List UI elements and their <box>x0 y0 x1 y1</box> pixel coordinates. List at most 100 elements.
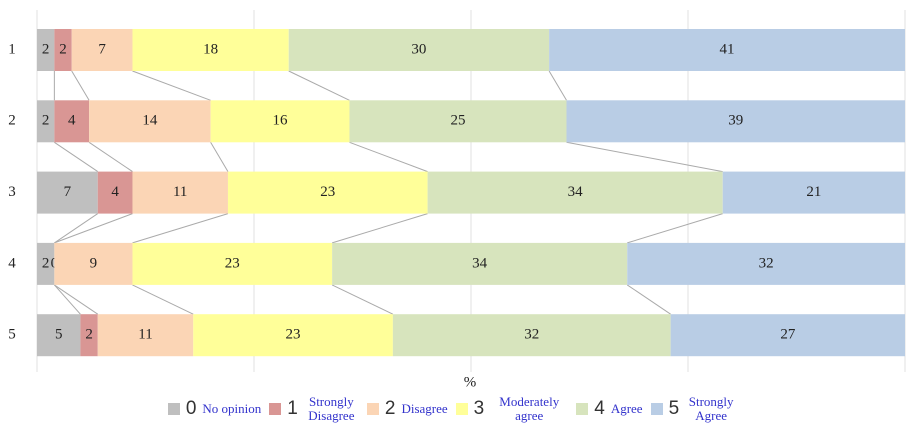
bar-segment <box>332 242 628 285</box>
bar-segment <box>37 100 55 143</box>
connector-line <box>54 141 99 173</box>
bar-segment <box>37 314 81 357</box>
data-label: 16 <box>273 113 289 129</box>
legend-swatch <box>167 402 180 415</box>
data-label: 14 <box>142 113 158 129</box>
bar-segment <box>71 29 133 71</box>
y-tick-label: 2 <box>8 113 16 129</box>
legend-swatch <box>455 402 468 415</box>
bar-segment <box>37 29 55 71</box>
legend-key: 4 <box>594 397 605 419</box>
data-label: 21 <box>806 184 821 200</box>
data-label: 7 <box>64 184 72 200</box>
data-label: 41 <box>720 41 735 57</box>
connector-line <box>54 213 99 244</box>
bar-segment <box>132 171 228 214</box>
bar-segment <box>37 242 55 285</box>
bar-segment <box>54 29 72 71</box>
bar-segment <box>37 171 98 214</box>
legend-key: 0 <box>185 397 197 419</box>
data-label: 11 <box>138 327 152 343</box>
connector-line <box>288 70 350 101</box>
legend-label: No opinion <box>202 400 262 416</box>
data-label: 2 <box>42 113 50 129</box>
connector-line <box>132 70 211 101</box>
bar-segment <box>349 100 567 143</box>
connector-line <box>548 70 567 101</box>
bar-segment <box>89 100 211 143</box>
legend-item: 4 Agree <box>576 397 643 420</box>
data-label: 32 <box>524 327 539 343</box>
data-label: 7 <box>98 41 106 57</box>
connector-line <box>349 141 428 173</box>
legend-key: 3 <box>473 397 485 419</box>
connector-line <box>132 213 229 244</box>
data-label: 23 <box>225 255 240 271</box>
legend-swatch <box>650 402 663 415</box>
data-label: 4 <box>68 113 76 129</box>
data-label: 2 <box>59 41 67 57</box>
connector-line <box>54 213 133 244</box>
y-tick-label: 5 <box>8 327 16 343</box>
bar-segment <box>427 171 723 214</box>
data-label: 25 <box>450 113 465 129</box>
bar-segment <box>97 171 133 214</box>
bar-segment <box>549 29 905 71</box>
connector-line <box>566 141 723 173</box>
legend-key: 2 <box>384 397 396 419</box>
data-label: 34 <box>568 184 584 200</box>
legend-swatch <box>576 402 589 415</box>
legend-label: Disagree <box>401 400 448 416</box>
legend-swatch <box>366 402 379 415</box>
data-label: 23 <box>286 327 301 343</box>
bar-segment <box>54 100 90 143</box>
connector-line <box>627 213 723 244</box>
bar-segment <box>627 242 905 285</box>
data-label: 34 <box>472 255 488 271</box>
bar-segment <box>288 29 550 71</box>
data-label: 4 <box>111 184 119 200</box>
legend-label: Strongly Disagree <box>308 393 355 423</box>
bar-segment <box>80 314 98 357</box>
legend-key: 5 <box>668 397 680 419</box>
legend-label: Strongly Agree <box>688 393 734 423</box>
data-label: 2 <box>85 327 93 343</box>
data-label: 30 <box>411 41 426 57</box>
data-label: 9 <box>90 255 98 271</box>
legend-label: Moderately agree <box>499 393 560 423</box>
y-tick-label: 3 <box>8 184 16 200</box>
bar-segment <box>210 100 350 143</box>
data-label: 32 <box>759 255 774 271</box>
data-label: 5 <box>55 327 63 343</box>
bar-segment <box>97 314 194 357</box>
connector-line <box>210 142 229 172</box>
connector-line <box>132 284 194 315</box>
legend-item: 5 Strongly Agree <box>650 393 738 423</box>
legend-label: Agree <box>610 400 643 416</box>
legend: 0 No opinion 1 Strongly Disagree 2 Disagree 3 M… <box>0 388 909 429</box>
chart: % 12271830412241416253937411233421420923… <box>8 10 906 388</box>
data-label: 2 <box>42 255 50 271</box>
connector-line <box>53 284 81 315</box>
bar-segment <box>132 242 333 285</box>
connector-line <box>626 284 671 315</box>
x-axis-label: % <box>464 374 477 388</box>
legend-item: 2 Disagree <box>366 397 448 420</box>
y-tick-label: 4 <box>8 255 16 271</box>
data-label: 39 <box>728 113 743 129</box>
data-label: 18 <box>203 41 218 57</box>
y-tick-label: 1 <box>8 41 16 57</box>
data-label: 11 <box>173 184 187 200</box>
data-label: 27 <box>780 327 796 343</box>
legend-key: 1 <box>287 397 298 419</box>
bar-segment <box>54 242 133 285</box>
connector-line <box>54 284 99 315</box>
bar-segment <box>392 314 671 357</box>
bar-segment <box>670 314 905 357</box>
data-label: 2 <box>42 41 50 57</box>
bar-segment <box>193 314 393 357</box>
legend-item: 3 Moderately agree <box>455 393 569 423</box>
connector-line <box>88 141 133 173</box>
bar-segment <box>132 29 289 71</box>
